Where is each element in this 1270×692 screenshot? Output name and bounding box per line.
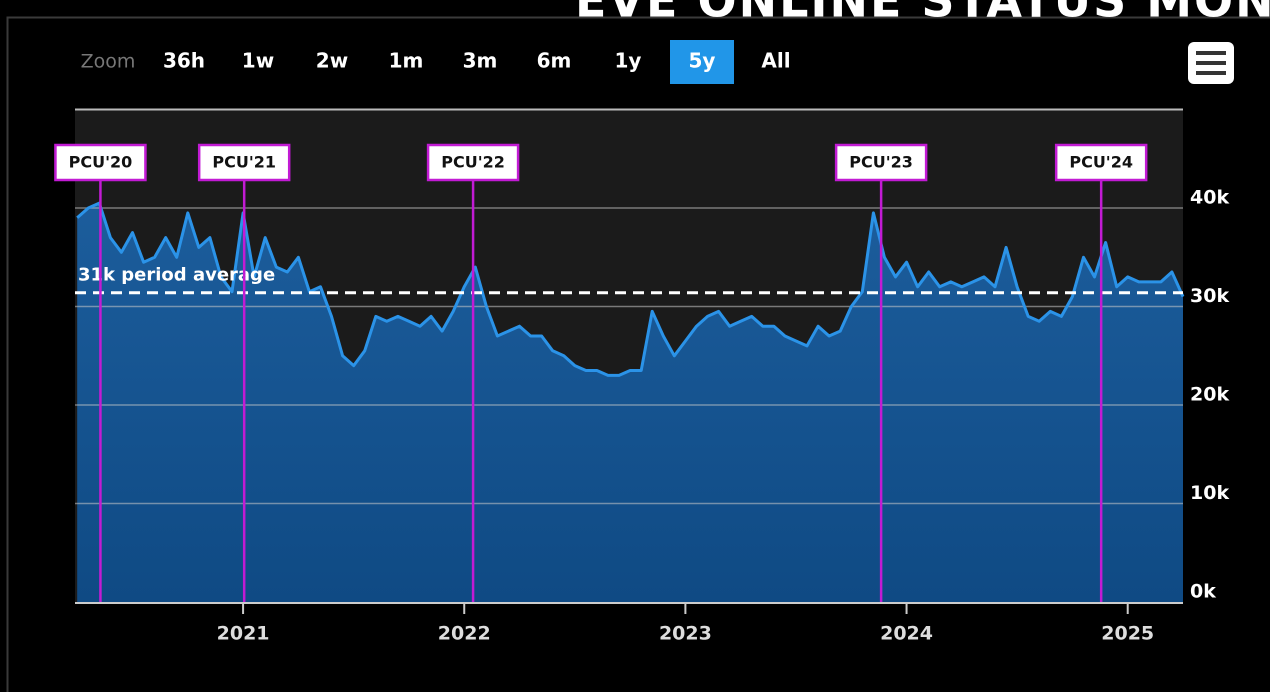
y-tick-label: 10k xyxy=(1190,482,1229,504)
menu-bar xyxy=(1196,71,1226,75)
y-tick-label: 0k xyxy=(1190,581,1216,603)
range-button[interactable]: 36h xyxy=(163,49,205,73)
range-button[interactable]: 1w xyxy=(242,49,274,73)
range-button[interactable]: 1y xyxy=(615,49,642,73)
x-tick-label: 2022 xyxy=(438,623,491,645)
zoom-label: Zoom xyxy=(81,51,136,73)
frame xyxy=(6,16,1270,692)
plot-line-label-box xyxy=(1054,143,1148,182)
line xyxy=(76,201,1185,377)
plot-line-label-box xyxy=(834,143,928,182)
plot-line-label: PCU'23 xyxy=(849,153,913,172)
x-tick-label: 2023 xyxy=(659,623,712,645)
x-tick-label: 2024 xyxy=(880,623,933,645)
plot-line-label: PCU'22 xyxy=(441,153,505,172)
range-button-bg[interactable] xyxy=(670,40,734,84)
average-label: 31k period average xyxy=(78,265,275,286)
menu-bar xyxy=(1196,61,1226,65)
range-button[interactable]: 2w xyxy=(316,49,348,73)
plot-line-label: PCU'21 xyxy=(212,153,276,172)
range-button[interactable]: 3m xyxy=(463,49,498,73)
y-tick-label: 40k xyxy=(1190,187,1229,209)
x-tick-label: 2025 xyxy=(1101,623,1154,645)
plot-line-label: PCU'24 xyxy=(1069,153,1133,172)
y-tick-label: 30k xyxy=(1190,285,1229,307)
range-button[interactable]: 1m xyxy=(389,49,424,73)
plot-line-label-box xyxy=(426,143,520,182)
plot-line-label: PCU'20 xyxy=(69,153,133,172)
menu-bar xyxy=(1196,51,1226,55)
y-tick-label: 20k xyxy=(1190,384,1229,406)
plot-line-label-box xyxy=(197,143,291,182)
area xyxy=(77,203,1184,602)
chart-title: EVE ONLINE STATUS MONITOR xyxy=(575,0,1270,28)
range-button[interactable]: All xyxy=(761,49,790,73)
x-tick-label: 2021 xyxy=(217,623,270,645)
plot-line-label-box xyxy=(54,143,147,182)
range-button[interactable]: 6m xyxy=(537,49,572,73)
range-button[interactable]: 5y xyxy=(689,49,716,73)
